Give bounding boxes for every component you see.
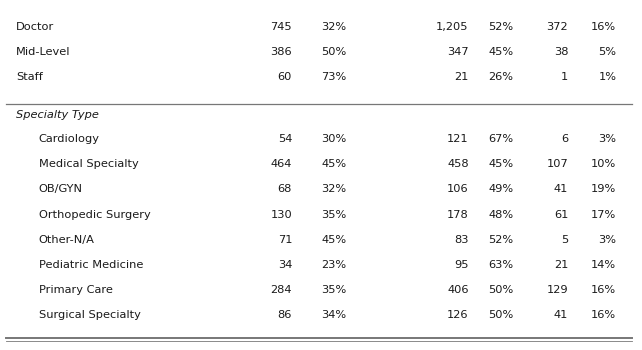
Text: 129: 129	[546, 285, 568, 295]
Text: Primary Care: Primary Care	[39, 285, 112, 295]
Text: Doctor: Doctor	[16, 22, 55, 32]
Text: 50%: 50%	[322, 47, 347, 57]
Text: 21: 21	[455, 72, 469, 82]
Text: 45%: 45%	[489, 47, 514, 57]
Text: 60: 60	[278, 72, 292, 82]
Text: 32%: 32%	[322, 184, 347, 194]
Text: 16%: 16%	[591, 285, 616, 295]
Text: 50%: 50%	[489, 285, 514, 295]
Text: 54: 54	[278, 134, 292, 144]
Text: 16%: 16%	[591, 310, 616, 320]
Text: 52%: 52%	[489, 22, 514, 32]
Text: 71: 71	[277, 235, 292, 245]
Text: 121: 121	[447, 134, 469, 144]
Text: 68: 68	[278, 184, 292, 194]
Text: 45%: 45%	[322, 159, 347, 169]
Text: 1: 1	[561, 72, 568, 82]
Text: 126: 126	[447, 310, 469, 320]
Text: 16%: 16%	[591, 22, 616, 32]
Text: 347: 347	[447, 47, 469, 57]
Text: 3%: 3%	[598, 134, 616, 144]
Text: 130: 130	[270, 210, 292, 219]
Text: 63%: 63%	[489, 260, 514, 270]
Text: 30%: 30%	[322, 134, 347, 144]
Text: 406: 406	[447, 285, 469, 295]
Text: 1,205: 1,205	[436, 22, 469, 32]
Text: 52%: 52%	[489, 235, 514, 245]
Text: 41: 41	[554, 310, 568, 320]
Text: 86: 86	[278, 310, 292, 320]
Text: 23%: 23%	[322, 260, 347, 270]
Text: 34: 34	[278, 260, 292, 270]
Text: 745: 745	[270, 22, 292, 32]
Text: Cardiology: Cardiology	[39, 134, 100, 144]
Text: 35%: 35%	[322, 210, 347, 219]
Text: 17%: 17%	[591, 210, 616, 219]
Text: 50%: 50%	[489, 310, 514, 320]
Text: 458: 458	[447, 159, 469, 169]
Text: 61: 61	[554, 210, 568, 219]
Text: 372: 372	[546, 22, 568, 32]
Text: OB/GYN: OB/GYN	[39, 184, 83, 194]
Text: 19%: 19%	[591, 184, 616, 194]
Text: 106: 106	[447, 184, 469, 194]
Text: 178: 178	[447, 210, 469, 219]
Text: 35%: 35%	[322, 285, 347, 295]
Text: Other-N/A: Other-N/A	[39, 235, 94, 245]
Text: 73%: 73%	[322, 72, 347, 82]
Text: 45%: 45%	[322, 235, 347, 245]
Text: Medical Specialty: Medical Specialty	[39, 159, 138, 169]
Text: 32%: 32%	[322, 22, 347, 32]
Text: 6: 6	[561, 134, 568, 144]
Text: 34%: 34%	[322, 310, 347, 320]
Text: 5%: 5%	[598, 47, 616, 57]
Text: Mid-Level: Mid-Level	[16, 47, 71, 57]
Text: 284: 284	[271, 285, 292, 295]
Text: 38: 38	[553, 47, 568, 57]
Text: Orthopedic Surgery: Orthopedic Surgery	[39, 210, 150, 219]
Text: 21: 21	[554, 260, 568, 270]
Text: 3%: 3%	[598, 235, 616, 245]
Text: 95: 95	[454, 260, 469, 270]
Text: 1%: 1%	[598, 72, 616, 82]
Text: 5: 5	[561, 235, 568, 245]
Text: 386: 386	[270, 47, 292, 57]
Text: 67%: 67%	[489, 134, 514, 144]
Text: Surgical Specialty: Surgical Specialty	[39, 310, 141, 320]
Text: 45%: 45%	[489, 159, 514, 169]
Text: Staff: Staff	[16, 72, 43, 82]
Text: Specialty Type: Specialty Type	[16, 110, 99, 120]
Text: 49%: 49%	[489, 184, 514, 194]
Text: 41: 41	[554, 184, 568, 194]
Text: 107: 107	[546, 159, 568, 169]
Text: 26%: 26%	[489, 72, 514, 82]
Text: 14%: 14%	[591, 260, 616, 270]
Text: 48%: 48%	[489, 210, 514, 219]
Text: Pediatric Medicine: Pediatric Medicine	[39, 260, 143, 270]
Text: 464: 464	[271, 159, 292, 169]
Text: 10%: 10%	[591, 159, 616, 169]
Text: 83: 83	[454, 235, 469, 245]
